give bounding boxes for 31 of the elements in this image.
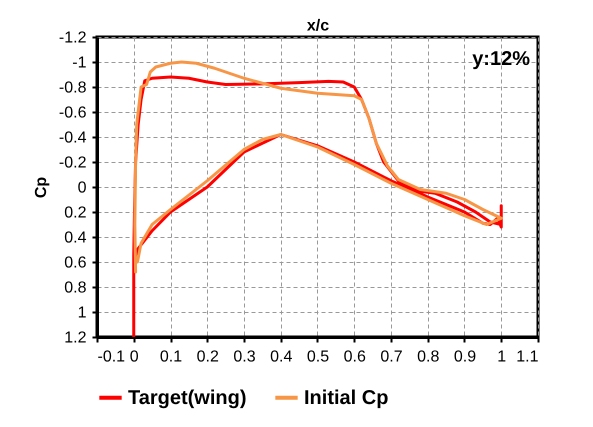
x-tick-label: 0	[130, 348, 139, 366]
y-tick-label: 0.6	[64, 254, 87, 272]
x-tick-label: 1.1	[516, 348, 539, 366]
y-tick-label: 0.2	[64, 204, 87, 222]
y-axis-title: Cp	[32, 176, 50, 198]
y-tick-label: -0.8	[58, 80, 87, 96]
x-axis-title: x/c	[306, 18, 330, 34]
x-tick-label: -0.1	[98, 348, 126, 366]
y-tick-label: 1.2	[64, 330, 87, 346]
x-tick-label: 0.9	[454, 348, 476, 366]
y-tick-label: 1	[78, 304, 87, 322]
legend-label: Initial Cp	[304, 386, 388, 409]
x-tick-label: 0.4	[270, 348, 292, 366]
y-tick-label: -0.4	[58, 130, 87, 146]
y-tick-label: -1.2	[58, 30, 87, 46]
x-tick-label: 0.1	[160, 348, 182, 366]
annotation: y:12%	[472, 48, 530, 70]
legend-label: Target(wing)	[128, 386, 247, 409]
y-tick-label: 0.4	[64, 230, 87, 246]
x-tick-label: 0.3	[233, 348, 256, 366]
y-tick-label: -1	[72, 54, 87, 72]
x-tick-label: 0.7	[380, 348, 403, 366]
x-tick-label: 0.5	[306, 348, 330, 366]
y-tick-label: -0.6	[58, 104, 87, 122]
x-tick-label: 1	[497, 348, 506, 366]
y-tick-label: 0.8	[64, 280, 87, 296]
y-tick-label: -0.2	[58, 154, 87, 172]
x-tick-label: 0.2	[196, 348, 219, 366]
x-tick-label: 0.6	[344, 348, 366, 366]
y-tick-label: 0	[78, 180, 87, 196]
x-tick-label: 0.8	[417, 348, 440, 366]
